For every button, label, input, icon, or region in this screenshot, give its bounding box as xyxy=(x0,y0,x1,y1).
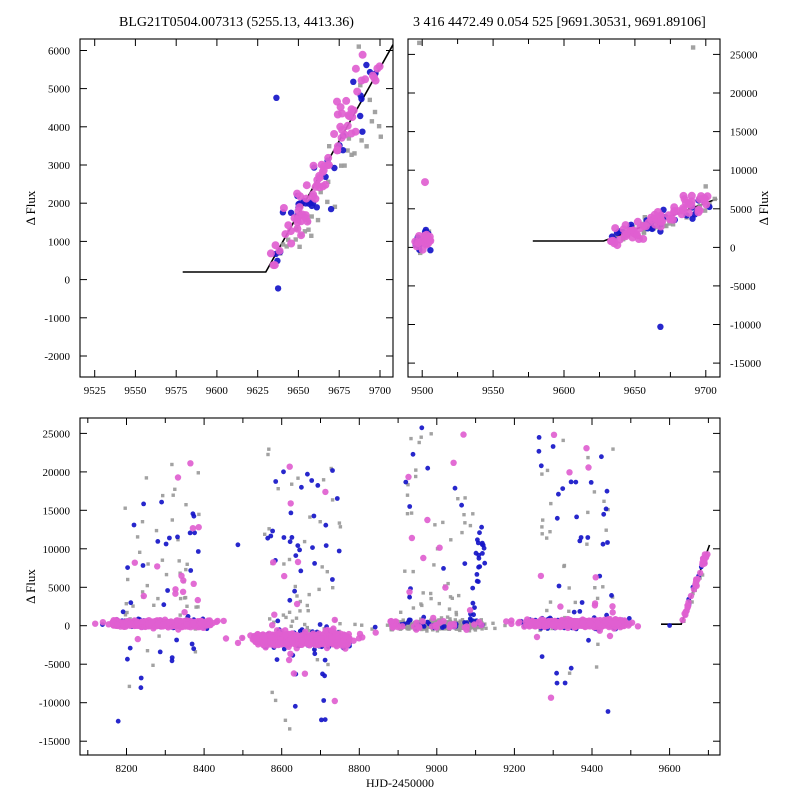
svg-text:9500: 9500 xyxy=(411,385,434,397)
svg-text:1000: 1000 xyxy=(48,236,71,248)
svg-text:25000: 25000 xyxy=(43,428,71,440)
svg-text:10000: 10000 xyxy=(43,544,71,556)
svg-text:9600: 9600 xyxy=(206,385,229,397)
svg-text:9525: 9525 xyxy=(84,385,107,397)
svg-text:9200: 9200 xyxy=(503,763,526,775)
svg-text:8600: 8600 xyxy=(271,763,294,775)
svg-text:9700: 9700 xyxy=(369,385,392,397)
svg-text:9550: 9550 xyxy=(124,385,147,397)
svg-text:BLG21T0504.007313 (5255.13, 44: BLG21T0504.007313 (5255.13, 4413.36) xyxy=(119,15,354,30)
svg-text:2000: 2000 xyxy=(48,198,71,210)
svg-text:Δ Flux: Δ Flux xyxy=(23,569,38,604)
svg-text:0: 0 xyxy=(730,242,736,254)
svg-text:9000: 9000 xyxy=(426,763,449,775)
svg-text:9700: 9700 xyxy=(695,385,718,397)
svg-text:10000: 10000 xyxy=(730,165,758,177)
svg-text:9650: 9650 xyxy=(287,385,310,397)
svg-text:3000: 3000 xyxy=(48,160,71,172)
svg-text:15000: 15000 xyxy=(43,505,71,517)
svg-text:-5000: -5000 xyxy=(44,659,70,671)
svg-text:-5000: -5000 xyxy=(730,281,756,293)
svg-text:9600: 9600 xyxy=(553,385,576,397)
svg-text:8800: 8800 xyxy=(348,763,371,775)
svg-text:5000: 5000 xyxy=(48,84,71,96)
svg-text:-10000: -10000 xyxy=(730,320,762,332)
svg-text:5000: 5000 xyxy=(730,204,753,216)
svg-text:-1000: -1000 xyxy=(44,313,70,325)
svg-text:9400: 9400 xyxy=(581,763,604,775)
svg-text:9550: 9550 xyxy=(482,385,505,397)
svg-text:25000: 25000 xyxy=(730,49,758,61)
svg-text:3 416 4472.49 0.054 525 [9691.: 3 416 4472.49 0.054 525 [9691.30531, 969… xyxy=(413,15,706,30)
svg-text:0: 0 xyxy=(65,621,71,633)
svg-text:-2000: -2000 xyxy=(44,351,70,363)
svg-text:Δ Flux: Δ Flux xyxy=(756,190,771,225)
svg-text:20000: 20000 xyxy=(43,467,71,479)
svg-text:9675: 9675 xyxy=(328,385,351,397)
svg-text:8200: 8200 xyxy=(116,763,139,775)
svg-text:9625: 9625 xyxy=(247,385,270,397)
svg-text:20000: 20000 xyxy=(730,88,758,100)
svg-text:9600: 9600 xyxy=(659,763,682,775)
svg-text:-15000: -15000 xyxy=(730,358,762,370)
svg-text:4000: 4000 xyxy=(48,122,71,134)
svg-text:0: 0 xyxy=(65,275,71,287)
svg-text:8400: 8400 xyxy=(193,763,216,775)
svg-text:-10000: -10000 xyxy=(39,698,71,710)
svg-text:15000: 15000 xyxy=(730,127,758,139)
svg-text:9575: 9575 xyxy=(165,385,188,397)
svg-text:6000: 6000 xyxy=(48,46,71,58)
svg-text:Δ Flux: Δ Flux xyxy=(23,190,38,225)
svg-text:5000: 5000 xyxy=(48,582,71,594)
svg-text:-15000: -15000 xyxy=(39,736,71,748)
svg-text:HJD-2450000: HJD-2450000 xyxy=(366,776,434,790)
svg-text:9650: 9650 xyxy=(624,385,647,397)
